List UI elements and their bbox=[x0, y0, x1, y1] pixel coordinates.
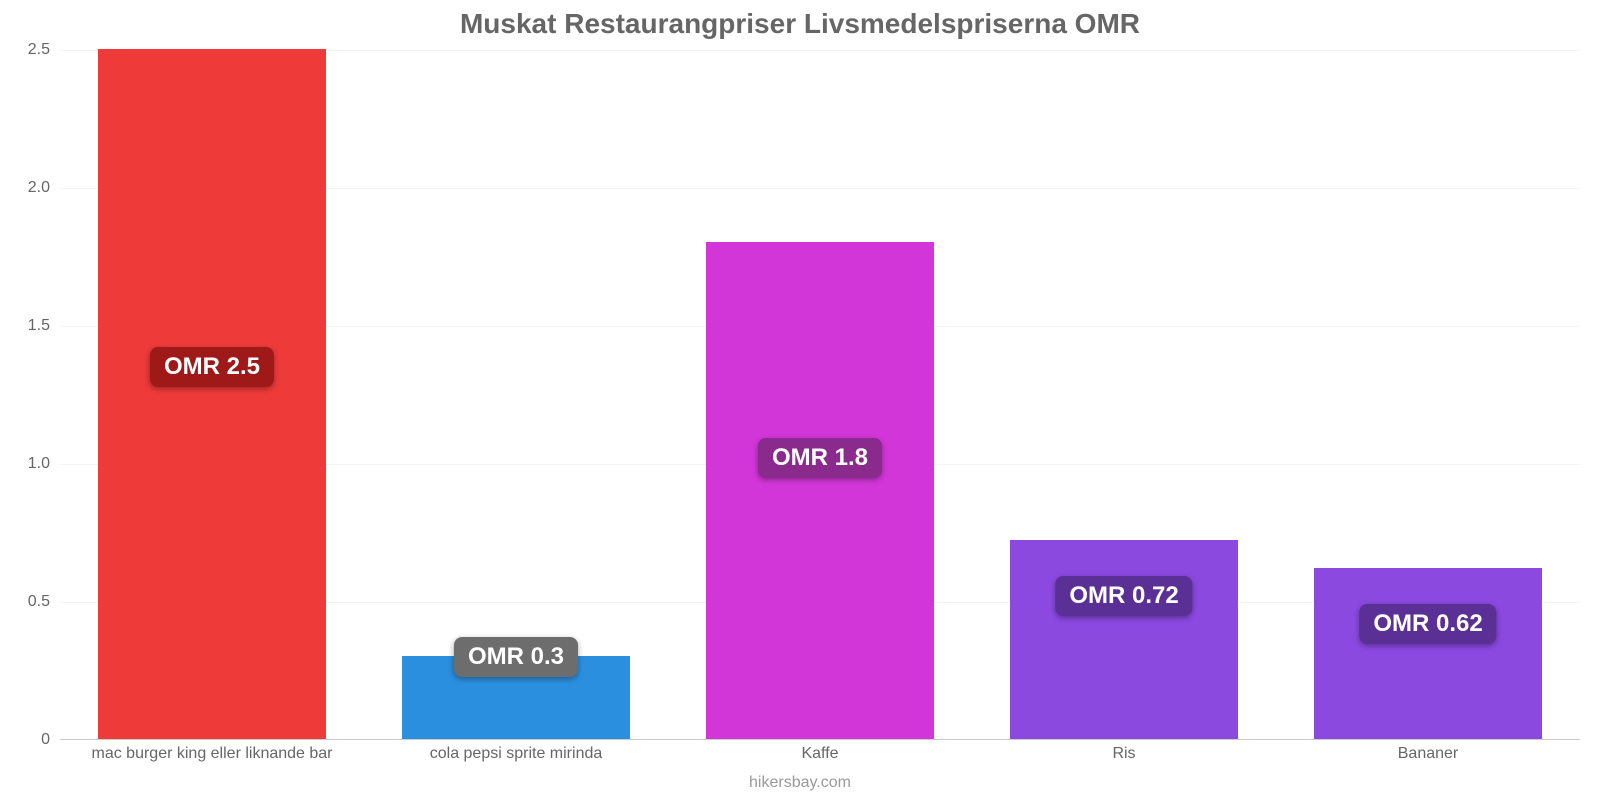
bar bbox=[1010, 540, 1238, 739]
x-axis-category-label: Ris bbox=[1112, 745, 1135, 763]
plot-area: 00.51.01.52.02.5mac burger king eller li… bbox=[60, 50, 1580, 740]
bar-value-badge: OMR 0.3 bbox=[454, 637, 578, 677]
y-axis-tick-label: 1.0 bbox=[10, 455, 50, 473]
chart-title: Muskat Restaurangpriser Livsmedelspriser… bbox=[0, 8, 1600, 40]
x-axis-category-label: Bananer bbox=[1398, 745, 1459, 763]
bar-value-badge: OMR 0.72 bbox=[1055, 576, 1192, 616]
chart-container: Muskat Restaurangpriser Livsmedelspriser… bbox=[0, 0, 1600, 800]
bar bbox=[706, 242, 934, 739]
bar bbox=[98, 49, 326, 739]
attribution-text: hikersbay.com bbox=[0, 774, 1600, 792]
bar-value-badge: OMR 1.8 bbox=[758, 438, 882, 478]
y-axis-tick-label: 2.5 bbox=[10, 41, 50, 59]
bar-value-badge: OMR 2.5 bbox=[150, 347, 274, 387]
x-axis-category-label: cola pepsi sprite mirinda bbox=[430, 745, 603, 763]
y-axis-tick-label: 0 bbox=[10, 731, 50, 749]
x-axis-category-label: mac burger king eller liknande bar bbox=[91, 745, 332, 763]
bar-value-badge: OMR 0.62 bbox=[1359, 604, 1496, 644]
bar bbox=[1314, 568, 1542, 739]
y-axis-tick-label: 2.0 bbox=[10, 179, 50, 197]
y-axis-tick-label: 0.5 bbox=[10, 593, 50, 611]
y-axis-tick-label: 1.5 bbox=[10, 317, 50, 335]
x-axis-category-label: Kaffe bbox=[801, 745, 838, 763]
